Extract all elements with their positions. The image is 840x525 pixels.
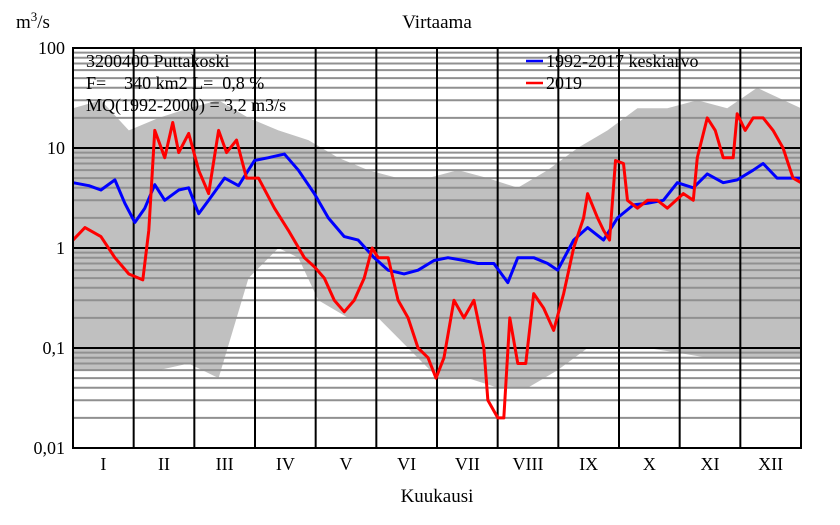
month-label: VIII	[513, 454, 544, 474]
area-info: F= 340 km2 L= 0,8 %	[86, 73, 264, 93]
y-tick-label: 100	[38, 38, 65, 58]
y-tick-label: 0,01	[34, 438, 66, 458]
y-tick-label: 0,1	[43, 338, 66, 358]
month-label: VII	[455, 454, 480, 474]
month-label: III	[216, 454, 234, 474]
mq-info: MQ(1992-2000) = 3,2 m3/s	[86, 95, 286, 116]
x-axis-label: Kuukausi	[401, 486, 474, 507]
station-name: 3200400 Puttakoski	[86, 51, 230, 71]
y-tick-label: 10	[47, 138, 65, 158]
month-label: IV	[276, 454, 295, 474]
series-line-2019	[71, 112, 802, 420]
y-axis-label: m3/s	[16, 9, 50, 33]
month-label: V	[340, 454, 353, 474]
series-lines	[71, 112, 802, 420]
month-label: II	[158, 454, 170, 474]
month-label: I	[100, 454, 106, 474]
plot-frame	[72, 47, 802, 449]
series-line-mean	[72, 152, 801, 285]
month-label: XII	[758, 454, 783, 474]
legend-label-2019: 2019	[546, 73, 582, 93]
month-label: IX	[579, 454, 598, 474]
month-label: VI	[397, 454, 416, 474]
y-tick-label: 1	[56, 238, 65, 258]
chart-title: Virtaama	[402, 12, 472, 33]
month-label: X	[643, 454, 656, 474]
month-labels: I II III IV V VI VII VIII IX X XI XII	[100, 454, 783, 474]
legend: 1992-2017 keskiarvo 2019	[526, 51, 698, 93]
legend-label-mean: 1992-2017 keskiarvo	[546, 51, 698, 71]
month-label: XI	[701, 454, 720, 474]
y-ticks: 100 10 1 0,1 0,01	[34, 38, 66, 458]
